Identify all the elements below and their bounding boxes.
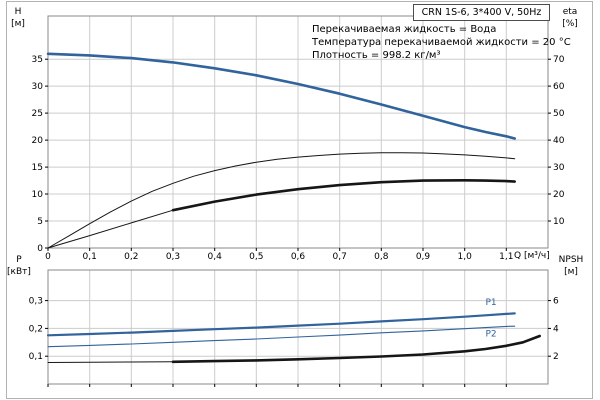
head-axis-symbol: H	[14, 7, 22, 17]
chart-annotations: Перекачиваемая жидкость = Вода Температу…	[312, 23, 571, 62]
svg-text:10: 10	[553, 217, 565, 227]
svg-text:0: 0	[45, 252, 51, 262]
series-head-curve	[46, 52, 517, 140]
curve-label-P1: P1	[486, 298, 497, 308]
annotation-density: Плотность = 998.2 кг/м³	[312, 50, 441, 61]
chart-title: CRN 1S-6, 3*400 V, 50Hz	[413, 4, 550, 21]
svg-text:1,1: 1,1	[499, 252, 513, 262]
head-axis-label: H [м]	[4, 6, 32, 30]
svg-text:0,2: 0,2	[29, 324, 43, 334]
npsh-axis-unit: [м]	[564, 267, 578, 277]
series	[46, 312, 542, 364]
svg-text:4: 4	[553, 324, 559, 334]
svg-text:1,0: 1,0	[458, 252, 473, 262]
svg-text:30: 30	[32, 82, 44, 92]
annotation-temperature: Температура перекачиваемой жидкости = 20…	[312, 37, 571, 48]
svg-text:25: 25	[32, 109, 43, 119]
axis-ticks-and-labels: 0,1 0,2 0,3 2 4 6	[29, 297, 559, 387]
svg-text:60: 60	[553, 82, 565, 92]
power-axis-label: P [кВт]	[2, 254, 36, 278]
flow-axis-title: Q [м³/ч]	[514, 251, 550, 261]
eta-axis-unit: [%]	[562, 19, 578, 29]
series-npsh-thick	[171, 334, 542, 364]
eta-axis-label: eta [%]	[552, 6, 588, 30]
svg-text:2: 2	[553, 352, 559, 362]
npsh-axis-symbol: NPSH	[558, 255, 584, 265]
series-eta-duty-thin	[47, 209, 174, 249]
power-axis-unit: [кВт]	[7, 267, 31, 277]
svg-text:0,3: 0,3	[166, 252, 180, 262]
svg-text:15: 15	[32, 163, 43, 173]
svg-text:0,6: 0,6	[291, 252, 306, 262]
series	[46, 52, 517, 249]
svg-text:0: 0	[37, 244, 43, 254]
svg-text:0,5: 0,5	[249, 252, 263, 262]
annotation-fluid: Перекачиваемая жидкость = Вода	[312, 24, 497, 35]
svg-text:0,7: 0,7	[333, 252, 347, 262]
axis-ticks-and-labels: 0 0,1 0,2 0,3 0,4 0,5 0,6 0,7 0,8 0,9 1,0 1,1 0 5 10 15…	[32, 55, 565, 262]
series-eta-duty-thick	[171, 179, 517, 212]
series-P1-curve	[46, 312, 516, 337]
svg-text:0,9: 0,9	[416, 252, 431, 262]
svg-text:0,2: 0,2	[124, 252, 138, 262]
outer-border	[6, 1, 593, 399]
eta-axis-symbol: eta	[562, 7, 578, 17]
svg-text:0,4: 0,4	[208, 252, 223, 262]
svg-text:70: 70	[553, 55, 565, 65]
gridlines	[47, 270, 548, 384]
series-P2-curve	[47, 325, 516, 348]
power-axis-symbol: P	[16, 255, 22, 265]
series-npsh-thin	[47, 361, 174, 363]
svg-text:35: 35	[32, 55, 43, 65]
chart-power-npsh: 0,1 0,2 0,3 2 4 6 P1 P2	[29, 269, 559, 387]
svg-text:0,3: 0,3	[29, 297, 43, 307]
svg-text:20: 20	[32, 136, 44, 146]
svg-text:0,1: 0,1	[83, 252, 97, 262]
svg-text:0,1: 0,1	[29, 352, 43, 362]
svg-text:5: 5	[37, 217, 43, 227]
curve-label-P2: P2	[486, 330, 497, 340]
svg-text:0,8: 0,8	[374, 252, 389, 262]
svg-text:30: 30	[553, 163, 565, 173]
series-eta-pump	[47, 152, 516, 249]
chart-head-efficiency: 0 0,1 0,2 0,3 0,4 0,5 0,6 0,7 0,8 0,9 1,0 1,1 0 5 10 15…	[32, 15, 565, 262]
svg-text:50: 50	[553, 109, 565, 119]
svg-text:10: 10	[32, 190, 44, 200]
svg-text:6: 6	[553, 297, 559, 307]
npsh-axis-label: NPSH [м]	[548, 254, 594, 278]
svg-text:20: 20	[553, 190, 565, 200]
head-axis-unit: [м]	[11, 19, 25, 29]
svg-text:40: 40	[553, 136, 565, 146]
